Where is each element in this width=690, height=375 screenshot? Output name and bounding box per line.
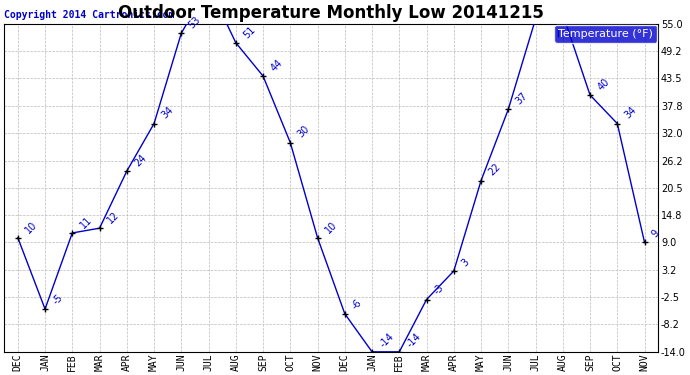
Text: 44: 44 bbox=[268, 57, 284, 73]
Text: -5: -5 bbox=[50, 292, 65, 306]
Text: 63: 63 bbox=[0, 374, 1, 375]
Text: 11: 11 bbox=[78, 214, 94, 230]
Text: 56: 56 bbox=[0, 374, 1, 375]
Text: 10: 10 bbox=[23, 219, 39, 235]
Text: 57: 57 bbox=[0, 374, 1, 375]
Text: -3: -3 bbox=[432, 283, 446, 297]
Text: 34: 34 bbox=[159, 105, 175, 121]
Text: 22: 22 bbox=[486, 162, 502, 178]
Text: 53: 53 bbox=[187, 15, 203, 30]
Text: 10: 10 bbox=[323, 219, 339, 235]
Text: 24: 24 bbox=[132, 153, 148, 168]
Text: -14: -14 bbox=[405, 331, 423, 349]
Text: 37: 37 bbox=[514, 91, 530, 106]
Text: 3: 3 bbox=[460, 257, 471, 268]
Text: 30: 30 bbox=[296, 124, 312, 140]
Title: Outdoor Temperature Monthly Low 20141215: Outdoor Temperature Monthly Low 20141215 bbox=[118, 4, 544, 22]
Text: Copyright 2014 Cartronics.com: Copyright 2014 Cartronics.com bbox=[4, 10, 175, 21]
Text: -14: -14 bbox=[377, 331, 396, 349]
Text: 12: 12 bbox=[105, 210, 121, 225]
Text: 9: 9 bbox=[650, 228, 662, 240]
Text: -6: -6 bbox=[351, 297, 364, 311]
Text: 51: 51 bbox=[241, 24, 257, 40]
Text: 40: 40 bbox=[595, 76, 611, 92]
Legend: Temperature (°F): Temperature (°F) bbox=[555, 25, 657, 43]
Text: 34: 34 bbox=[623, 105, 638, 121]
